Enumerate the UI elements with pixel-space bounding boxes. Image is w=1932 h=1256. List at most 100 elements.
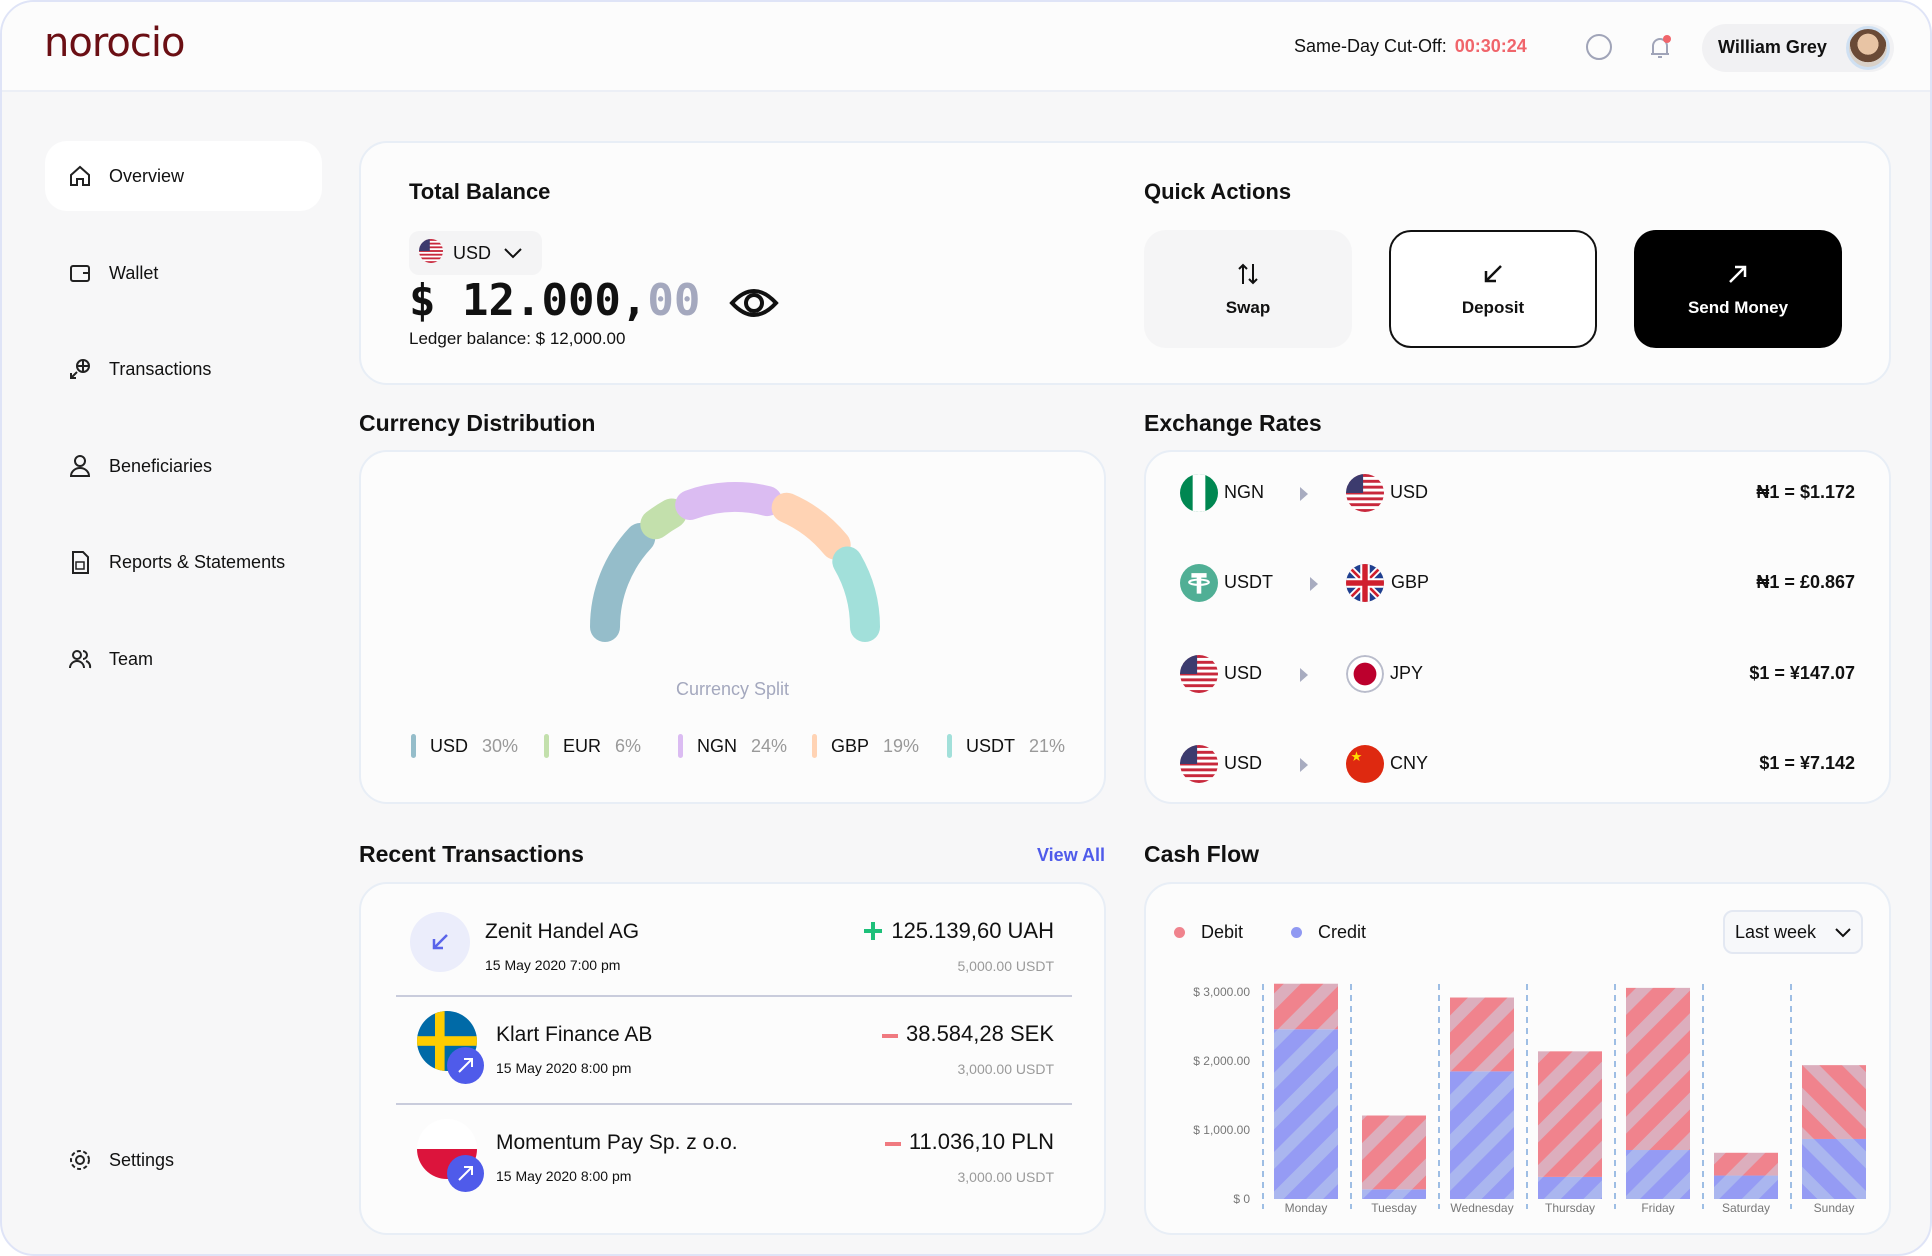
sidebar-item-transactions[interactable]: Transactions: [45, 334, 322, 404]
sidebar-item-settings[interactable]: Settings: [45, 1125, 322, 1195]
transaction-row[interactable]: Zenit Handel AG 15 May 2020 7:00 pm 125.…: [361, 904, 1104, 1004]
view-all-link[interactable]: View All: [1037, 845, 1106, 865]
legend-swatch: [947, 734, 952, 758]
swap-button[interactable]: Swap: [1144, 230, 1352, 348]
to-currency: JPY: [1390, 663, 1424, 683]
ledger-balance: Ledger balance: $ 12,000.00: [409, 329, 626, 348]
bar-credit-saturday[interactable]: [1714, 1175, 1778, 1199]
transaction-name: Klart Finance AB: [496, 1023, 653, 1046]
from-currency: USD: [1224, 663, 1263, 683]
chevron-down-icon: [1835, 927, 1851, 937]
donut-segment-usd[interactable]: [590, 523, 656, 642]
total-balance-title: Total Balance: [409, 179, 551, 204]
transaction-name: Zenit Handel AG: [485, 920, 640, 943]
legend-item-usdt: USDT 21%: [947, 734, 1065, 758]
user-name: William Grey: [1718, 37, 1827, 57]
outgoing-arrow-icon: [447, 1047, 484, 1084]
bar-debit-friday[interactable]: [1626, 987, 1690, 1151]
cutoff-timer: 00:30:24: [1454, 36, 1527, 56]
quick-actions-title: Quick Actions: [1144, 179, 1292, 204]
deposit-label: Deposit: [1461, 298, 1525, 317]
transaction-amount: 38.584,28 SEK: [881, 1021, 1054, 1047]
bar-debit-saturday[interactable]: [1714, 1152, 1778, 1176]
y-tick-label: $ 0: [1233, 1192, 1250, 1206]
bar-credit-friday[interactable]: [1626, 1150, 1690, 1199]
transaction-amount: 125.139,60 UAH: [863, 918, 1054, 944]
us-flag-icon: [1180, 745, 1218, 788]
sidebar-item-team[interactable]: Team: [45, 624, 322, 694]
team-icon: [69, 650, 92, 669]
debit-legend-dot: [1174, 927, 1185, 938]
transaction-date: 15 May 2020 8:00 pm: [496, 1060, 632, 1076]
arrow-right-icon: [1300, 487, 1308, 501]
deposit-button[interactable]: Deposit: [1389, 230, 1597, 348]
x-tick-label: Sunday: [1814, 1201, 1855, 1215]
donut-segment-ngn[interactable]: [675, 482, 783, 520]
jp-flag-icon: [1346, 655, 1384, 698]
document-icon: [72, 551, 89, 574]
legend-label: NGN: [697, 735, 737, 756]
avatar: [1846, 26, 1890, 70]
plus-icon: [863, 921, 883, 941]
cash-flow-chart: $ 0 $ 1,000.00 $ 2,000.00 $ 3,000.00 Monday T…: [1193, 983, 1866, 1215]
donut-segment-eur[interactable]: [640, 498, 687, 540]
exchange-rate-row: NGN USD ₦1 = $1.172: [1146, 468, 1889, 518]
bar-debit-sunday[interactable]: [1802, 1065, 1866, 1139]
us-flag-icon: [1346, 474, 1384, 517]
currency-distribution-title: Currency Distribution: [359, 410, 596, 436]
transaction-name: Momentum Pay Sp. z o.o.: [496, 1131, 738, 1154]
donut-segment-gbp[interactable]: [771, 492, 851, 560]
exchange-rate-row: USD JPY $1 = ¥147.07: [1146, 649, 1889, 699]
sidebar-item-overview[interactable]: Overview: [45, 141, 322, 211]
cash-flow-legend: Debit Credit: [1174, 922, 1366, 943]
currency-select-value: USD: [453, 242, 492, 263]
bar-credit-thursday[interactable]: [1538, 1176, 1602, 1199]
exchange-rates-title: Exchange Rates: [1144, 410, 1322, 436]
bar-debit-tuesday[interactable]: [1362, 1115, 1426, 1190]
us-flag-icon: [419, 238, 443, 268]
sidebar-item-label: Settings: [109, 1149, 175, 1170]
sidebar-item-wallet[interactable]: Wallet: [45, 238, 322, 308]
bar-debit-thursday[interactable]: [1538, 1051, 1602, 1177]
currency-select[interactable]: USD: [409, 231, 542, 275]
search-icon[interactable]: [1584, 32, 1614, 62]
transaction-row[interactable]: Momentum Pay Sp. z o.o. 15 May 2020 8:00…: [361, 1115, 1104, 1215]
exchange-rate-row: USDT GBP ₦1 = £0.867: [1146, 558, 1889, 608]
legend-label: GBP: [831, 735, 870, 756]
exchange-rate-value: ₦1 = £0.867: [1756, 572, 1855, 592]
sidebar-item-label: Beneficiaries: [109, 455, 213, 476]
legend-swatch: [678, 734, 683, 758]
sidebar-item-label: Overview: [109, 165, 185, 186]
bar-credit-tuesday[interactable]: [1362, 1189, 1426, 1199]
legend-item-usd: USD 30%: [411, 734, 518, 758]
sidebar-item-label: Wallet: [109, 262, 159, 283]
bar-debit-monday[interactable]: [1274, 983, 1338, 1030]
send-money-button[interactable]: Send Money: [1634, 230, 1842, 348]
recent-transactions-title: Recent Transactions: [359, 841, 584, 867]
bell-icon[interactable]: [1645, 32, 1675, 62]
gb-flag-icon: [1346, 564, 1384, 607]
legend-swatch: [812, 734, 817, 758]
sidebar-item-reports[interactable]: Reports & Statements: [45, 527, 322, 597]
credit-legend-label: Credit: [1318, 922, 1367, 942]
exchange-rates-card: NGN USD ₦1 = $1.172 USDT GBP ₦1 = £0.867…: [1144, 450, 1891, 804]
debit-legend-label: Debit: [1201, 922, 1244, 942]
cutoff-label: Same-Day Cut-Off:: [1294, 36, 1447, 56]
logo[interactable]: norocio: [44, 20, 185, 66]
eye-icon[interactable]: [729, 283, 779, 323]
sidebar-item-label: Transactions: [109, 358, 212, 379]
bar-credit-wednesday[interactable]: [1450, 1071, 1514, 1199]
y-tick-label: $ 1,000.00: [1193, 1123, 1250, 1137]
bar-credit-sunday[interactable]: [1802, 1138, 1866, 1199]
arrow-up-right-icon: [1729, 265, 1747, 283]
bar-credit-monday[interactable]: [1274, 1029, 1338, 1199]
legend-percent: 30%: [482, 735, 519, 756]
donut-segment-usdt[interactable]: [832, 546, 880, 642]
transaction-row[interactable]: Klart Finance AB 15 May 2020 8:00 pm 38.…: [361, 1007, 1104, 1107]
bar-debit-wednesday[interactable]: [1450, 997, 1514, 1072]
period-dropdown[interactable]: Last week: [1723, 910, 1863, 954]
currency-distribution-card: Currency Split USD 30% EUR 6% NGN 24% GBP 19% US…: [359, 450, 1106, 804]
user-menu[interactable]: William Grey: [1702, 24, 1894, 72]
sidebar-item-beneficiaries[interactable]: Beneficiaries: [45, 431, 322, 501]
x-tick-label: Thursday: [1545, 1201, 1595, 1215]
